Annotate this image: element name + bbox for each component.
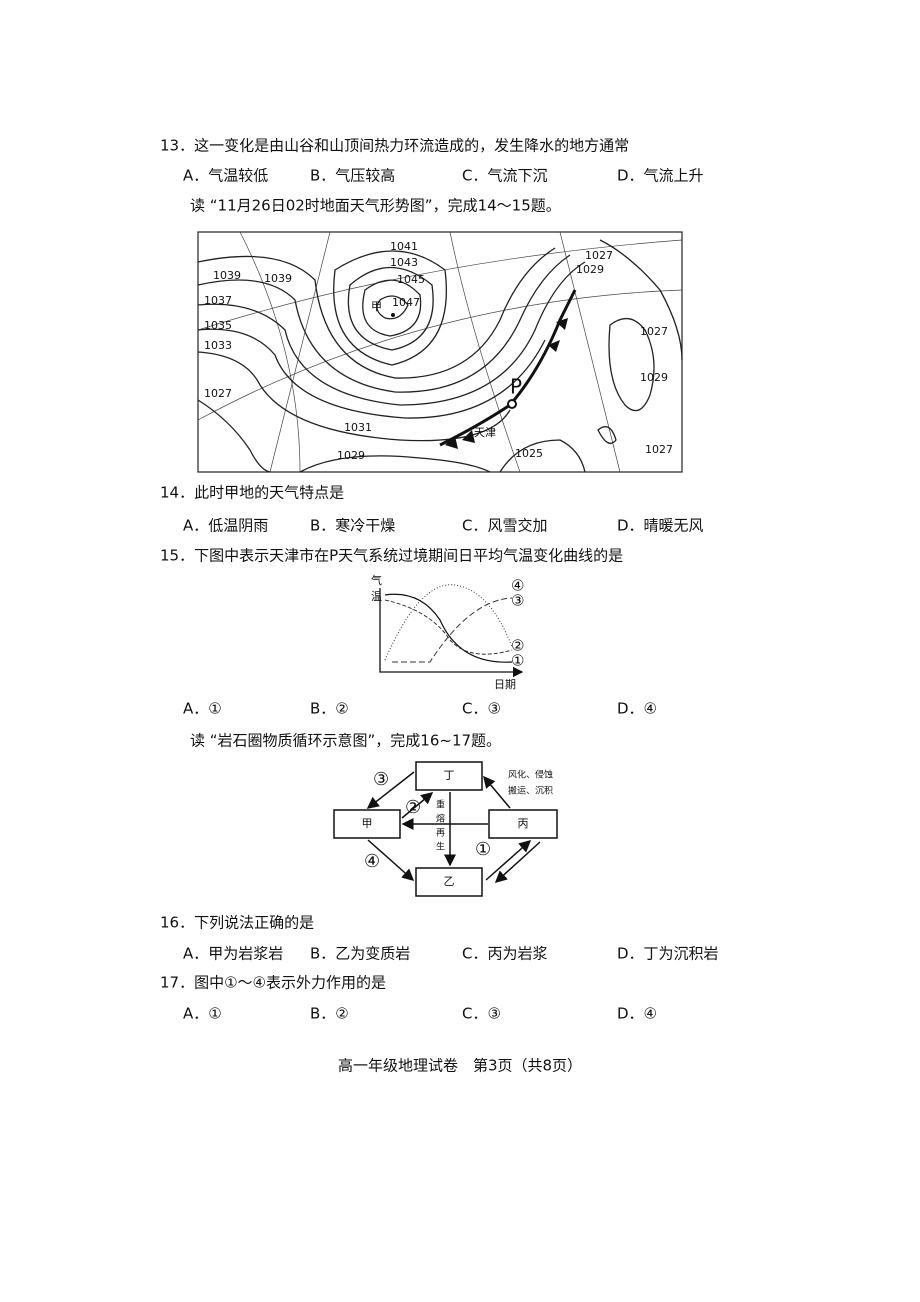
isobar-label: 1027 [585,249,613,262]
option: B．② [310,1005,349,1023]
box-label: 甲 [362,817,373,830]
curve-label: ③ [511,592,524,610]
process-label: 熔 [436,813,445,825]
arrow-label: ① [475,839,491,860]
isobar-label: 1027 [640,325,668,338]
process-label: 风化、侵蚀 [508,769,553,781]
option: D．④ [617,700,657,718]
option: B．气压较高 [310,167,395,185]
page-footer: 高一年级地理试卷 第3页（共8页） [338,1057,582,1075]
isobar-label: 1039 [264,272,292,285]
weather-map: 1041 1043 1045 1047 1039 1039 1037 1035 … [197,231,683,473]
curve-label: ① [511,652,524,670]
axis-label: 气 [371,573,382,587]
isobar-label: 1033 [204,339,232,352]
isobar-label: 1029 [337,449,365,462]
curve-label: ④ [511,577,524,595]
box-label: 丁 [444,769,455,782]
option: A．低温阴雨 [183,517,268,535]
isobar-label: 1027 [204,387,232,400]
process-label: 重 [436,799,445,811]
option: D．④ [617,1005,657,1023]
arrow-label: ③ [373,769,389,790]
option: C．③ [462,700,501,718]
option: D．晴暖无风 [617,517,704,535]
isobar-label: 1047 [392,296,420,309]
isobar-label: 1027 [645,443,673,456]
rock-cycle-diagram: 丁 甲 丙 乙 ③ ② ④ ① 风化、侵蚀 搬运、沉积 重 熔 再 生 [333,761,558,897]
instruction: 读 “岩石圈物质循环示意图”，完成16~17题。 [190,732,501,750]
question-stem: 15．下图中表示天津市在P天气系统过境期间日平均气温变化曲线的是 [160,547,623,565]
question-stem: 16．下列说法正确的是 [160,914,314,932]
option: D．气流上升 [617,167,704,185]
isobar-label: 1025 [515,447,543,460]
process-label: 再 [436,828,445,839]
axis-label: 温 [371,590,382,603]
process-label: 生 [436,841,445,853]
process-label: 搬运、沉积 [508,785,553,797]
box-label: 丙 [518,817,529,830]
option: B．乙为变质岩 [310,945,410,963]
box-label: 乙 [444,875,455,888]
option: A．① [183,1005,222,1023]
option: A．甲为岩浆岩 [183,945,283,963]
curve-label: ② [511,637,524,655]
option: C．丙为岩浆 [462,945,547,963]
arrow-label: ④ [364,851,380,872]
isobar-label: 1029 [576,263,604,276]
arrow-label: ② [405,797,421,818]
option: B．寒冷干燥 [310,517,395,535]
option: C．③ [462,1005,501,1023]
place-label: 甲 [371,300,382,313]
city-label: 天津 [474,426,496,439]
option: A．气温较低 [183,167,268,185]
system-label: P [510,375,522,399]
isobar-label: 1041 [390,240,418,253]
question-stem: 14．此时甲地的天气特点是 [160,484,344,502]
option: D．丁为沉积岩 [617,945,719,963]
option: C．风雪交加 [462,517,547,535]
isobar-label: 1037 [204,294,232,307]
question-stem: 17．图中①～④表示外力作用的是 [160,974,386,992]
isobar-label: 1039 [213,269,241,282]
isobar-label: 1029 [640,371,668,384]
instruction: 读 “11月26日02时地面天气形势图”，完成14～15题。 [190,197,561,215]
temperature-sketch: 气 温 日期 ④ ③ ② ① [371,573,524,691]
option: B．② [310,700,349,718]
isobar-label: 1045 [397,273,425,286]
isobar-label: 1031 [344,421,372,434]
option: A．① [183,700,222,718]
isobar-label: 1035 [204,319,232,332]
question-stem: 13．这一变化是由山谷和山顶间热力环流造成的，发生降水的地方通常 [160,137,629,155]
isobar-label: 1043 [390,256,418,269]
option: C．气流下沉 [462,167,547,185]
axis-label: 日期 [494,678,516,691]
